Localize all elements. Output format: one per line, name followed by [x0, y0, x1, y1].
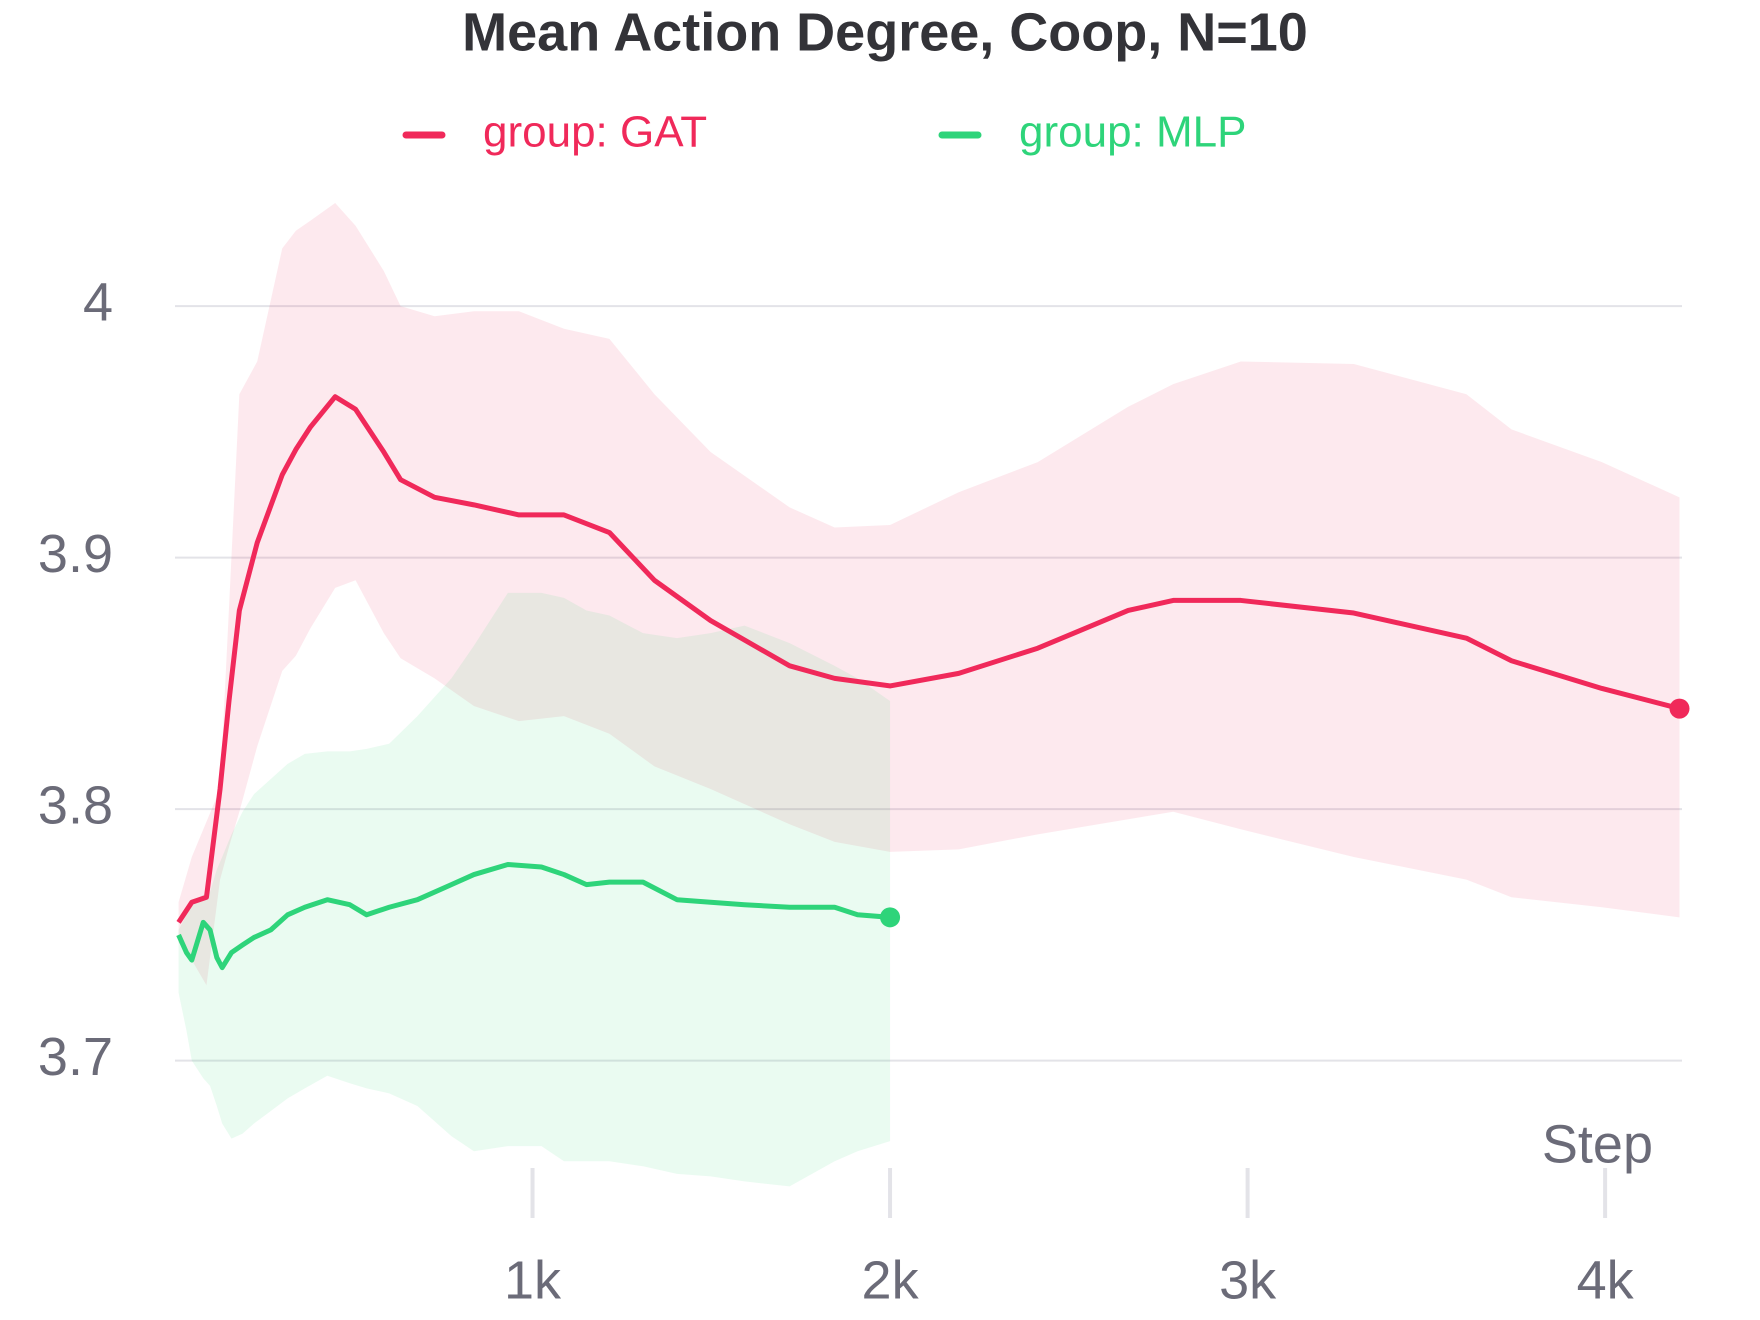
confidence-band: [178, 592, 891, 1187]
x-axis-label: Step: [1542, 1114, 1653, 1174]
y-tick-label: 3.9: [38, 524, 113, 584]
x-tick-label: 3k: [1219, 1250, 1277, 1310]
legend-label: group: MLP: [1019, 108, 1246, 157]
y-tick-label: 3.7: [38, 1027, 113, 1087]
legend-label: group: GAT: [483, 108, 707, 157]
y-tick-label: 4: [83, 272, 113, 332]
x-tick-label: 4k: [1577, 1250, 1635, 1310]
chart-title: Mean Action Degree, Coop, N=10: [462, 2, 1308, 62]
line: [176, 394, 1681, 924]
end-marker: [880, 907, 901, 928]
y-tick-label: 3.8: [38, 775, 113, 835]
confidence-band: [178, 203, 1680, 986]
line: [176, 862, 891, 971]
end-marker: [1669, 698, 1690, 719]
x-tick-label: 1k: [504, 1250, 562, 1310]
x-tick-label: 2k: [862, 1250, 920, 1310]
